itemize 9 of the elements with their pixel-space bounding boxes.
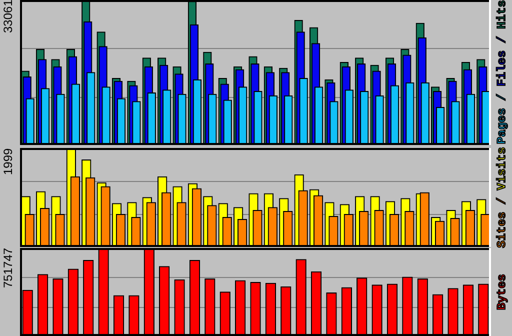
text: 33061 bbox=[1, 0, 16, 36]
text: Files / bbox=[495, 36, 509, 89]
text: 751747 bbox=[1, 248, 16, 290]
text: Bytes bbox=[495, 274, 509, 310]
text: Hits bbox=[495, 0, 509, 32]
text: Visits bbox=[495, 147, 509, 192]
text: 1999 bbox=[1, 148, 16, 177]
text: Pages / bbox=[495, 94, 509, 145]
text: Sites / bbox=[495, 198, 509, 248]
